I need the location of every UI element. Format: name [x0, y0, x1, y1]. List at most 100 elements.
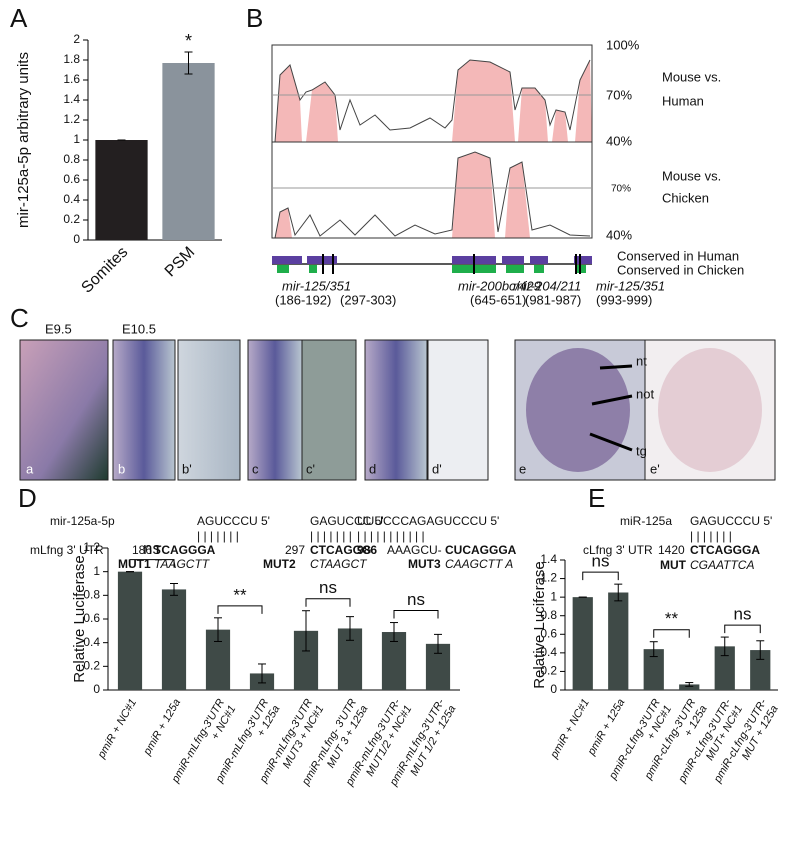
arrow-label: not — [636, 386, 654, 401]
mut-seq: CGAATTCA — [690, 558, 754, 572]
y-tick-label: 1 — [550, 589, 557, 603]
mirna-seq: GAGUCCCU 5' — [690, 514, 772, 528]
arrow-label: tg — [636, 443, 647, 458]
comparison-bracket — [724, 624, 761, 634]
y-tick-label: 0 — [73, 232, 80, 246]
track-label: Mouse vs. — [662, 168, 721, 183]
site-range: (645-651) — [470, 292, 526, 307]
comparison-bracket — [305, 598, 351, 607]
y-tick-label: 0.6 — [83, 611, 100, 625]
mirna-seq: UUUCCCAGAGUCCCU 5' — [357, 514, 499, 528]
y-tick-label: 0.8 — [540, 608, 557, 622]
bar — [161, 589, 187, 690]
panel-letter: B — [246, 3, 263, 33]
bar — [714, 646, 735, 690]
stage-label: E10.5 — [122, 321, 156, 336]
bar — [162, 63, 215, 240]
y-tick-label: 1.2 — [540, 571, 557, 585]
base-pairs: | | | | | | | — [690, 529, 732, 543]
site-name: mir-200bc/429 — [458, 278, 541, 293]
axis-tick-label: 100% — [606, 37, 640, 52]
significance-label: * — [185, 31, 192, 51]
bar — [608, 592, 629, 690]
comparison-label: ns — [734, 605, 752, 624]
bar — [643, 649, 664, 690]
comparison-bracket — [393, 610, 439, 619]
mut-label: MUT — [660, 558, 687, 572]
y-tick-label: 0.2 — [540, 664, 557, 678]
comparison-label: ns — [407, 590, 425, 609]
site-seq: TCAGGGA — [154, 543, 216, 557]
axis-tick-label: 40% — [606, 133, 632, 148]
axis-tick-label: 70% — [611, 184, 631, 195]
mut-label: MUT1 — [118, 557, 151, 571]
mut-seq: CAAGCTT A — [445, 557, 513, 571]
utr-label: mLfng 3' UTR — [30, 543, 104, 557]
x-tick-label: PSM — [162, 244, 199, 281]
y-tick-label: 0.2 — [63, 212, 80, 226]
conservation-plot — [271, 44, 593, 274]
y-tick-label: 0 — [550, 682, 557, 696]
y-tick-label: 1.6 — [63, 72, 80, 86]
comparison-label: ns — [319, 578, 337, 597]
x-tick-label: pmiR + 125a — [141, 697, 183, 758]
subpanel-label: e — [519, 461, 526, 476]
site-range: (993-999) — [596, 292, 652, 307]
y-tick-label: 0.8 — [63, 152, 80, 166]
y-tick-label: 1.4 — [63, 92, 80, 106]
arrows — [589, 364, 633, 452]
base-pairs: | | | | | | | — [197, 529, 239, 543]
y-tick-label: 0.4 — [63, 192, 80, 206]
comparison-label: ** — [233, 585, 247, 604]
site-name: mir-125/351 — [282, 278, 351, 293]
y-tick-label: 1 — [73, 132, 80, 146]
position: 186 — [132, 543, 152, 557]
subpanel-label: c' — [306, 461, 315, 476]
y-tick-label: 1.2 — [83, 540, 100, 554]
mut-seq: CTAAGCT — [310, 557, 368, 571]
subpanel-label: a — [26, 461, 34, 476]
subpanel-label: d' — [432, 461, 442, 476]
base-pairs: | | | | | | | — [310, 529, 352, 543]
site-range: (297-303) — [340, 292, 396, 307]
x-tick-label: Somites — [78, 244, 131, 297]
comparison-label: ns — [143, 539, 161, 558]
comparison-bracket — [582, 571, 619, 581]
panel-letter: A — [10, 3, 28, 33]
comparison-bracket — [653, 629, 690, 638]
x-tick-label: pmiR + NC#1 — [95, 697, 139, 761]
subpanel-label: d — [369, 461, 376, 476]
track-label: Human — [662, 93, 704, 108]
panel-letter: D — [18, 483, 37, 513]
y-tick-label: 2 — [73, 32, 80, 46]
track-label: Mouse vs. — [662, 69, 721, 84]
y-tick-label: 1.8 — [63, 52, 80, 66]
position: 986 — [357, 543, 377, 557]
mut-label: MUT3 — [408, 557, 441, 571]
track-label: Chicken — [662, 190, 709, 205]
site-range: (186-192) — [275, 292, 331, 307]
panel-letter: E — [588, 483, 605, 513]
legend-label: Conserved in Chicken — [617, 262, 744, 277]
human-conserved-area — [275, 60, 592, 142]
bar — [679, 684, 700, 690]
subpanel-label: c — [252, 461, 259, 476]
panel-letter: C — [10, 303, 29, 333]
mirna-name: mir-125a-5p — [50, 514, 115, 528]
y-tick-label: 0.6 — [63, 172, 80, 186]
comparison-label: ns — [592, 552, 610, 571]
utr-label: cLfng 3' UTR — [583, 543, 653, 557]
site-seq: CUCAGGGA — [445, 543, 517, 557]
chicken-curve — [274, 151, 591, 239]
y-tick-label: 0.4 — [83, 635, 100, 649]
site-ticks — [322, 254, 581, 274]
subpanel-label: b' — [182, 461, 192, 476]
site-range: (981-987) — [525, 292, 581, 307]
comparison-label: ** — [665, 609, 679, 628]
base-pairs: | | | | | | | | | | | — [357, 529, 425, 543]
arrow-label: nt — [636, 353, 647, 368]
human-curve — [274, 59, 591, 143]
bar — [750, 650, 771, 690]
site-name: mir-204/211 — [513, 278, 581, 293]
